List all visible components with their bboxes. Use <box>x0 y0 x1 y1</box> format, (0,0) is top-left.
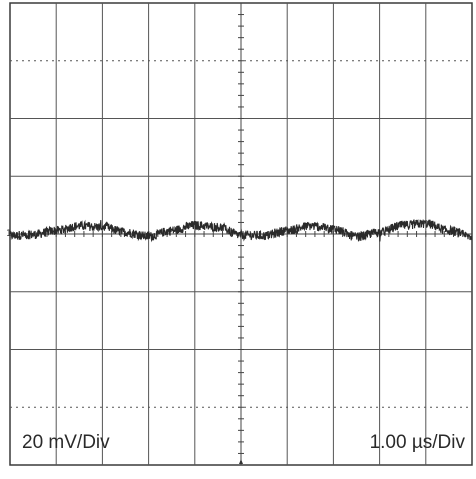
signal-trace <box>9 218 473 243</box>
trigger-marker <box>239 459 243 464</box>
time-scale-label: 1.00 µs/Div <box>370 432 466 453</box>
channel-marker: 1 <box>6 229 12 239</box>
trace-path <box>9 218 473 243</box>
graticule <box>9 2 473 466</box>
vertical-scale-label: 20 mV/Div <box>22 432 110 453</box>
